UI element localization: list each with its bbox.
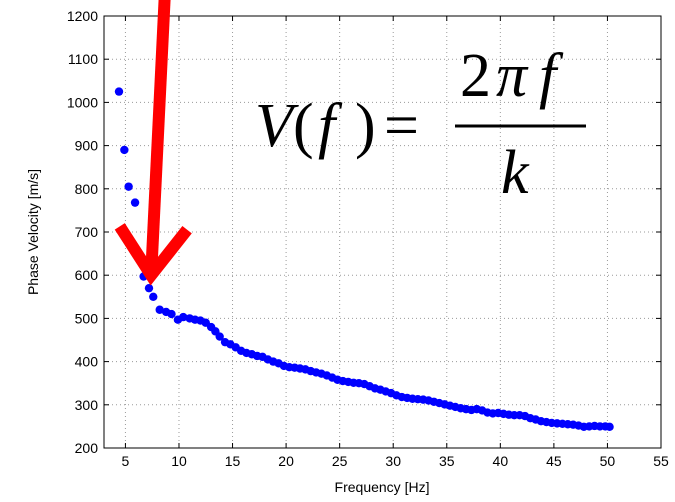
y-axis-label: Phase Velocity [m/s] [25, 169, 41, 295]
formula-pi: π [496, 42, 529, 110]
x-tick-label: 40 [493, 453, 509, 469]
y-tick-label: 300 [75, 397, 99, 413]
axis-ticks: 5 10 15 20 25 30 35 40 45 50 55 200 300 400 500 600 700 8… [67, 8, 669, 469]
formula-denominator-k: k [501, 139, 530, 207]
data-point [155, 305, 164, 314]
data-point [605, 422, 614, 432]
data-point [120, 145, 129, 155]
x-tick-label: 5 [122, 453, 130, 469]
data-point [167, 309, 176, 319]
y-tick-label: 1200 [67, 8, 98, 24]
x-tick-label: 55 [653, 453, 669, 469]
formula-open-paren: ( [293, 92, 314, 160]
y-tick-label: 500 [75, 310, 99, 326]
y-tick-label: 1000 [67, 94, 98, 110]
y-tick-label: 400 [75, 354, 99, 370]
formula-v: V [255, 92, 299, 160]
y-tick-label: 900 [75, 138, 99, 154]
formula-close-paren: ) [355, 92, 376, 160]
y-tick-label: 1100 [68, 51, 98, 67]
data-point [114, 87, 124, 96]
formula-f: f [318, 92, 343, 160]
x-tick-label: 30 [385, 453, 401, 469]
data-point [179, 312, 188, 322]
arrow-head [114, 223, 192, 286]
x-tick-label: 15 [225, 453, 241, 469]
phase-velocity-formula: V ( f ) = 2 π f k [255, 42, 586, 207]
formula-equals: = [384, 92, 419, 160]
data-points [114, 87, 614, 432]
data-point [215, 332, 224, 341]
y-tick-label: 700 [75, 224, 99, 240]
y-tick-label: 600 [75, 267, 99, 283]
x-tick-label: 50 [600, 453, 616, 469]
x-tick-label: 25 [332, 453, 348, 469]
x-tick-label: 10 [171, 453, 187, 469]
formula-numerator-f: f [539, 42, 564, 110]
x-axis-label: Frequency [Hz] [335, 479, 430, 495]
data-point [124, 182, 133, 191]
x-tick-label: 35 [439, 453, 455, 469]
data-point [149, 292, 158, 301]
arrow-shaft [145, 0, 171, 266]
y-tick-label: 200 [75, 440, 99, 456]
data-point [144, 283, 154, 293]
y-tick-label: 800 [75, 181, 99, 197]
formula-two: 2 [460, 42, 491, 110]
data-point [130, 198, 140, 207]
x-tick-label: 45 [546, 453, 562, 469]
red-arrow-annotation [114, 0, 192, 286]
x-tick-label: 20 [278, 453, 294, 469]
